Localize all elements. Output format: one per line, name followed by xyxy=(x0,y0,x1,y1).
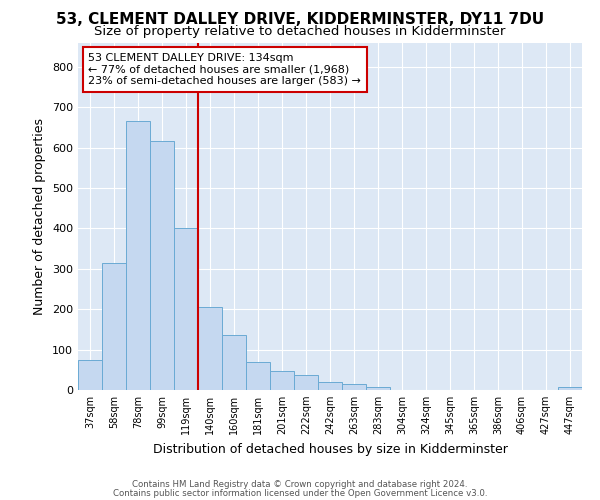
Bar xyxy=(294,374,318,390)
Bar xyxy=(366,387,390,390)
Bar xyxy=(78,360,102,390)
Bar xyxy=(102,262,126,390)
Bar xyxy=(150,142,174,390)
Text: Contains public sector information licensed under the Open Government Licence v3: Contains public sector information licen… xyxy=(113,489,487,498)
Bar xyxy=(126,122,150,390)
Bar xyxy=(318,382,342,390)
Bar xyxy=(246,362,270,390)
Bar xyxy=(174,228,198,390)
Text: Size of property relative to detached houses in Kidderminster: Size of property relative to detached ho… xyxy=(94,25,506,38)
Bar xyxy=(342,384,366,390)
Text: Contains HM Land Registry data © Crown copyright and database right 2024.: Contains HM Land Registry data © Crown c… xyxy=(132,480,468,489)
Text: 53, CLEMENT DALLEY DRIVE, KIDDERMINSTER, DY11 7DU: 53, CLEMENT DALLEY DRIVE, KIDDERMINSTER,… xyxy=(56,12,544,28)
Text: 53 CLEMENT DALLEY DRIVE: 134sqm
← 77% of detached houses are smaller (1,968)
23%: 53 CLEMENT DALLEY DRIVE: 134sqm ← 77% of… xyxy=(88,53,361,86)
Bar xyxy=(198,307,222,390)
Bar xyxy=(270,371,294,390)
Y-axis label: Number of detached properties: Number of detached properties xyxy=(34,118,46,315)
Bar xyxy=(558,387,582,390)
X-axis label: Distribution of detached houses by size in Kidderminster: Distribution of detached houses by size … xyxy=(152,442,508,456)
Bar xyxy=(222,336,246,390)
